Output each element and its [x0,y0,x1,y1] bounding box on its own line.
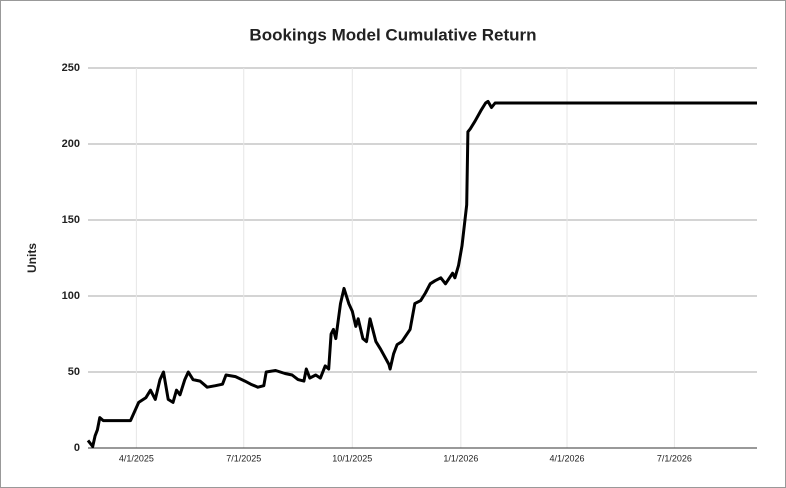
y-tick-label: 100 [62,290,80,302]
x-tick-label: 4/1/2026 [550,453,585,463]
y-tick-label: 200 [62,138,80,150]
x-tick-label: 7/1/2025 [226,453,261,463]
y-tick-label: 0 [74,442,80,454]
line-series [86,99,757,448]
x-tick-label: 7/1/2026 [657,453,692,463]
y-tick-label: 50 [68,366,80,378]
y-tick-label: 150 [62,214,80,226]
y-axis-label: Units [25,243,39,273]
x-tick-label: 1/1/2026 [443,453,478,463]
y-tick-label: 250 [62,62,80,74]
x-tick-label: 10/1/2025 [332,453,372,463]
x-tick-label: 4/1/2025 [119,453,154,463]
chart-title: Bookings Model Cumulative Return [249,25,536,44]
